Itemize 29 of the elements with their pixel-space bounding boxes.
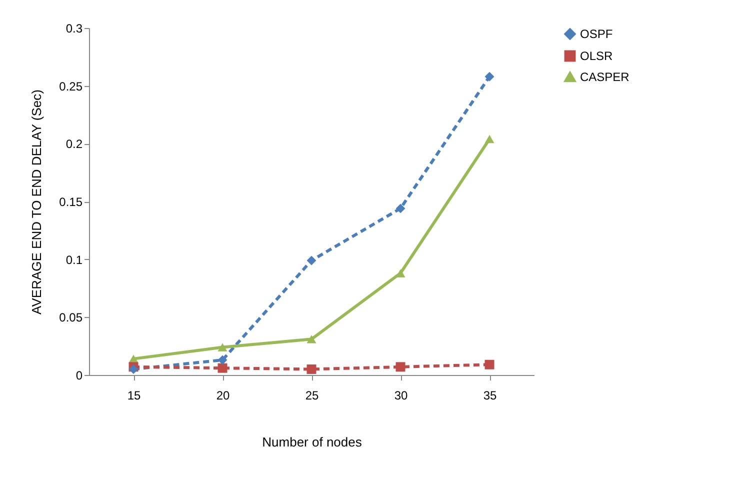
point [306, 364, 316, 374]
point [396, 269, 406, 278]
x-axis-title: Number of nodes [262, 434, 362, 450]
x-tick-label: 20 [216, 388, 230, 402]
y-tick-label: 0.05 [59, 310, 83, 325]
y-tick-label: 0.3 [66, 22, 83, 36]
point [396, 204, 406, 214]
x-tick-label: 30 [394, 388, 408, 402]
point [396, 362, 406, 372]
y-tick-label: 0.15 [59, 195, 83, 209]
point [218, 343, 228, 352]
y-tick-label: 0.25 [59, 79, 83, 94]
y-axis-title: AVERAGE END TO END DELAY (Sec) [29, 90, 44, 314]
point [306, 256, 316, 266]
y-tick-label: 0 [76, 368, 83, 382]
point [218, 363, 228, 373]
y-tick-label: 0.1 [66, 252, 83, 267]
x-tick-label: 35 [483, 388, 497, 402]
legend-label: OSPF [580, 27, 613, 41]
legend-label: CASPER [580, 70, 630, 84]
x-tick-label: 15 [127, 388, 141, 402]
point [484, 72, 494, 82]
x-tick-label: 25 [305, 388, 319, 402]
point [218, 355, 228, 365]
y-tick-label: 0.2 [66, 137, 83, 152]
point [484, 360, 494, 370]
legend-label: OLSR [580, 49, 614, 63]
point [484, 134, 494, 144]
point [306, 335, 316, 344]
